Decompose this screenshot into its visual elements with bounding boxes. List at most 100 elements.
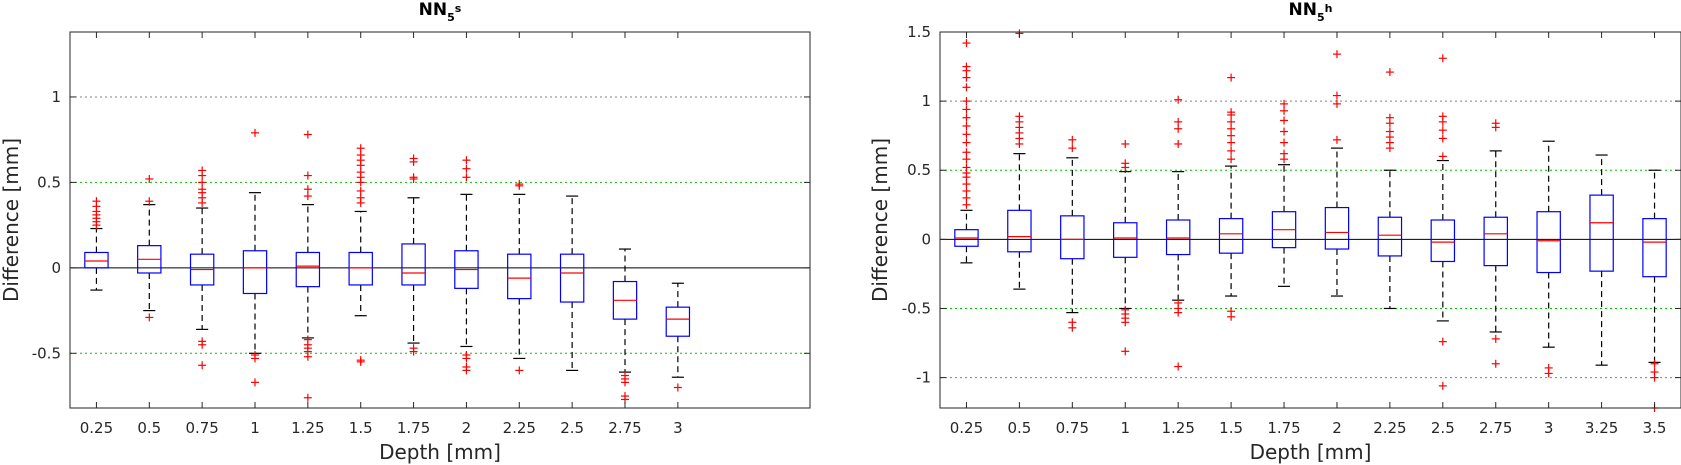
title-base: NN <box>419 0 447 20</box>
outlier-marker <box>515 180 524 189</box>
box-1 <box>242 128 268 387</box>
outlier-marker <box>1544 369 1553 378</box>
outlier-marker <box>303 185 312 194</box>
outlier-marker <box>1068 323 1077 332</box>
box-iqr <box>1060 215 1085 260</box>
outlier-marker <box>1227 73 1236 82</box>
outlier-marker <box>1227 138 1236 147</box>
x-tick-label: 2.5 <box>560 419 584 437</box>
y-tick-label: -0.5 <box>902 299 931 317</box>
box-3.5 <box>1642 169 1667 412</box>
outlier-marker <box>462 354 471 363</box>
outlier-marker <box>251 128 259 137</box>
outlier-marker <box>462 366 471 375</box>
outlier-marker <box>962 105 971 114</box>
outlier-marker <box>145 197 154 206</box>
outlier-marker <box>356 168 365 177</box>
x-tick-label: 1.5 <box>349 419 373 437</box>
x-axis-label: Depth [mm] <box>379 440 501 464</box>
title-superscript: h <box>1325 2 1333 15</box>
outlier-marker <box>621 378 629 387</box>
title-subscript: 5 <box>447 11 455 24</box>
outlier-marker <box>1015 112 1024 121</box>
outlier-marker <box>1280 106 1289 115</box>
outlier-marker <box>962 155 971 164</box>
box-iqr <box>242 250 268 295</box>
outlier-marker <box>962 186 971 195</box>
outlier-marker <box>1438 381 1447 390</box>
box-2 <box>1324 50 1350 297</box>
box-2 <box>454 156 479 375</box>
box-0.75 <box>189 166 215 370</box>
outlier-marker <box>515 366 524 375</box>
x-tick-label: 2.5 <box>1431 419 1455 437</box>
chart-panel-1: -0.5 0 0.5 1 0.25 0.5 0.75 1 1.25 1.5 1.75 2 2.25 2.5… <box>0 0 811 464</box>
outlier-marker <box>1068 135 1077 144</box>
x-tick-label: 1 <box>1120 419 1130 437</box>
box-2.75 <box>1483 119 1508 368</box>
outlier-marker <box>1280 127 1289 136</box>
outlier-marker <box>462 164 471 173</box>
box-iqr <box>1589 194 1614 272</box>
outlier-marker <box>1280 116 1289 125</box>
outlier-marker <box>1438 112 1447 121</box>
outlier-marker <box>356 144 365 153</box>
outlier-marker <box>303 192 312 201</box>
x-tick-label: 0.75 <box>1056 419 1089 437</box>
outlier-marker <box>198 361 207 370</box>
x-tick-label: 2.25 <box>1373 419 1406 437</box>
x-tick-label: 0.25 <box>950 419 983 437</box>
x-tick-label: 0.75 <box>185 419 218 437</box>
outlier-marker <box>198 178 207 187</box>
title-base: NN <box>1289 0 1317 20</box>
x-tick-label: 1.25 <box>291 419 324 437</box>
outlier-marker <box>1385 113 1394 122</box>
x-tick-label: 3.5 <box>1643 419 1667 437</box>
chart-title: NN5s <box>419 0 462 24</box>
box-iqr <box>1218 218 1244 254</box>
outlier-marker <box>198 340 207 349</box>
x-tick-label: 2.75 <box>608 419 641 437</box>
y-tick-label: 1 <box>921 92 931 110</box>
x-tick-label: 1.75 <box>397 419 430 437</box>
y-tick-label: 0 <box>921 230 931 248</box>
outlier-marker <box>962 83 971 92</box>
y-tick-label: 1 <box>51 88 61 106</box>
outlier-marker <box>1227 312 1236 321</box>
outlier-marker <box>962 148 971 157</box>
outlier-marker <box>962 200 971 209</box>
outlier-marker <box>962 138 971 147</box>
box-0.25 <box>84 197 109 291</box>
outlier-marker <box>92 197 101 206</box>
outlier-marker <box>409 154 418 163</box>
outlier-marker <box>962 97 971 106</box>
box-0.5 <box>137 174 162 322</box>
box-iqr <box>1483 216 1508 267</box>
outlier-marker <box>1650 373 1659 382</box>
box-1.25 <box>1165 95 1191 371</box>
outlier-marker <box>1227 131 1236 140</box>
outlier-marker <box>1121 139 1130 148</box>
box-3 <box>665 282 691 392</box>
box-iqr <box>348 251 373 286</box>
y-tick-label: 0.5 <box>907 161 931 179</box>
box-iqr <box>1113 222 1138 258</box>
outlier-marker <box>356 193 365 202</box>
outlier-marker <box>962 180 971 189</box>
y-tick-label: 0 <box>51 259 61 277</box>
x-tick-label: 2.75 <box>1479 419 1512 437</box>
box-0.5 <box>1007 29 1032 290</box>
box-iqr <box>665 306 691 337</box>
outlier-marker <box>251 354 259 363</box>
box-3 <box>1536 140 1561 378</box>
box-iqr <box>507 253 532 300</box>
outlier-marker <box>1280 149 1289 158</box>
chart-title: NN5h <box>1289 0 1333 24</box>
outlier-marker <box>1438 134 1447 143</box>
outlier-marker <box>145 174 154 183</box>
box-1.75 <box>1271 99 1297 287</box>
outlier-marker <box>1280 138 1289 147</box>
outlier-marker <box>1227 108 1236 117</box>
box-2.25 <box>1377 68 1403 310</box>
